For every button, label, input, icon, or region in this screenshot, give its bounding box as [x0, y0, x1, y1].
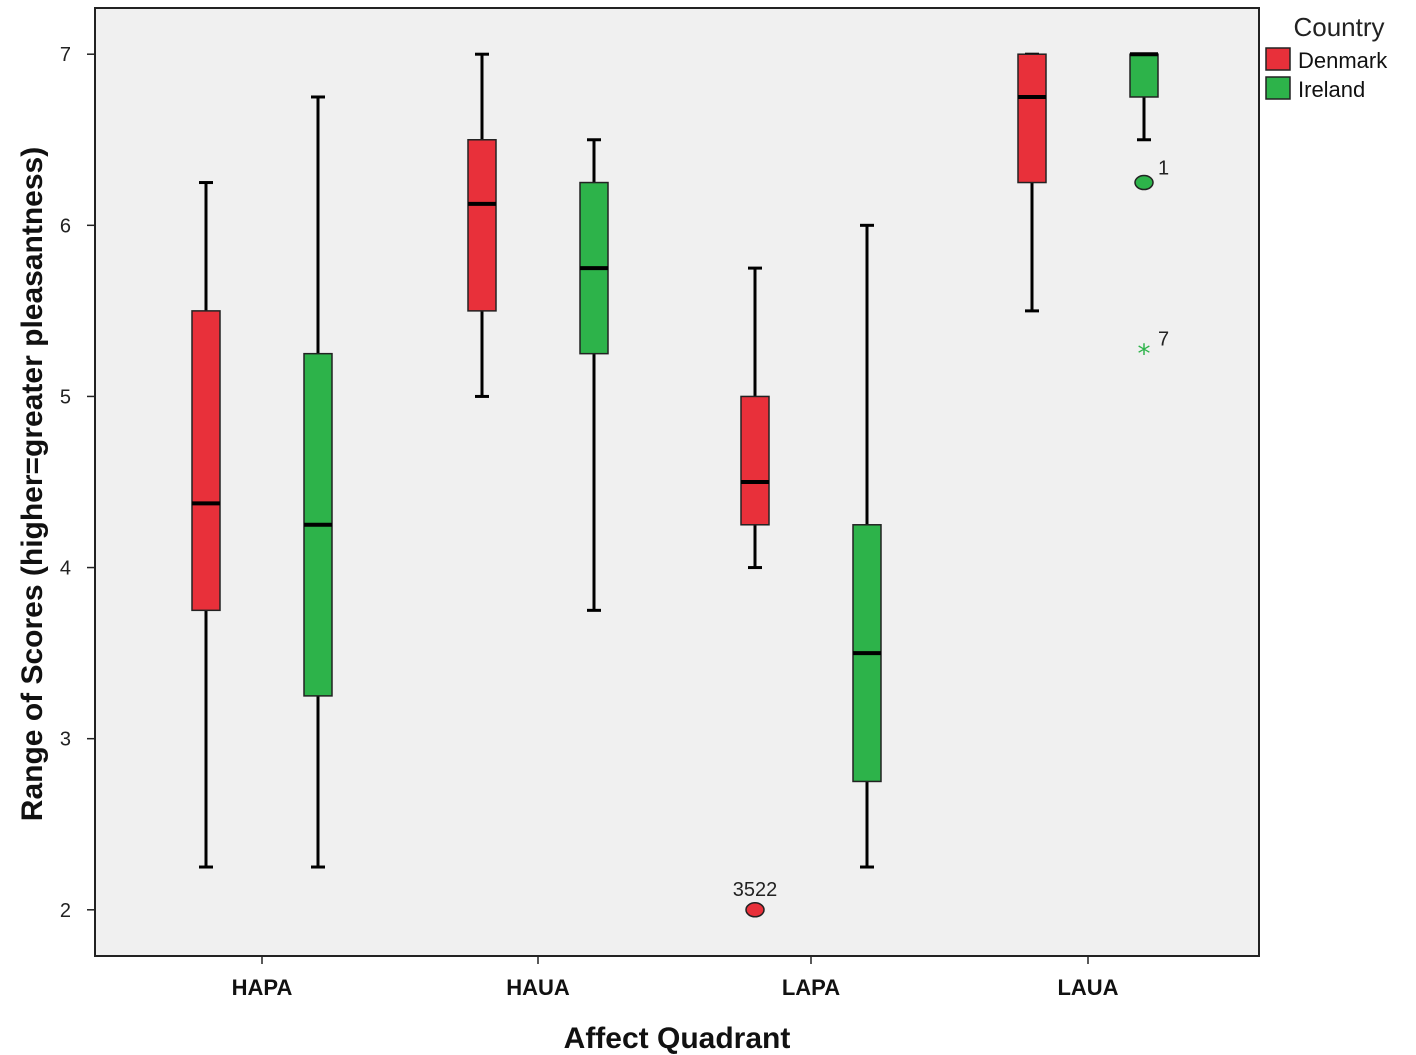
chart-marks: 3522 1 * 7 [191, 52, 1169, 918]
box-iqr [740, 395, 770, 526]
x-tick-label: LAUA [1057, 975, 1118, 1000]
x-tick-label: HAUA [506, 975, 570, 1000]
y-tick-label: 6 [60, 215, 71, 237]
legend-label-ireland: Ireland [1298, 77, 1365, 102]
box-ireland-haua [579, 138, 609, 612]
box-ireland-laua: 1 * 7 [1129, 52, 1169, 370]
outlier-circle [745, 902, 765, 918]
legend-title: Country [1293, 12, 1384, 42]
y-axis: 2 3 4 5 6 7 [60, 44, 95, 922]
outlier-circle [1134, 174, 1154, 191]
y-tick-label: 7 [60, 44, 71, 66]
legend-label-denmark: Denmark [1298, 48, 1388, 73]
x-tick-label: LAPA [782, 975, 840, 1000]
legend: Country Denmark Ireland [1265, 12, 1388, 102]
x-tick-label: HAPA [232, 975, 293, 1000]
box-iqr [467, 139, 497, 312]
y-tick-label: 2 [60, 900, 71, 922]
x-axis-title: Affect Quadrant [564, 1022, 791, 1055]
box-ireland-lapa [852, 223, 882, 869]
y-tick-label: 5 [60, 386, 71, 408]
y-tick-label: 4 [60, 558, 71, 580]
outlier-label: 1 [1158, 158, 1169, 180]
box-ireland-hapa [303, 95, 333, 869]
outlier-star: * [1138, 340, 1151, 370]
plot-area [94, 7, 1260, 957]
legend-swatch-denmark [1265, 47, 1291, 71]
legend-swatch-ireland [1265, 76, 1291, 100]
box-denmark-laua [1017, 52, 1047, 313]
box-iqr [191, 310, 221, 612]
box-iqr [1129, 53, 1159, 98]
box-denmark-lapa: 3522 [733, 266, 778, 918]
outlier-label: 7 [1158, 329, 1169, 351]
y-tick-label: 3 [60, 729, 71, 751]
y-axis-title: Range of Scores (higher=greater pleasant… [16, 147, 49, 821]
x-axis: HAPA HAUA LAPA LAUA [232, 956, 1119, 1000]
box-denmark-hapa [191, 181, 221, 869]
box-iqr [1017, 53, 1047, 184]
box-denmark-haua [467, 52, 497, 398]
outlier-label: 3522 [733, 879, 778, 901]
